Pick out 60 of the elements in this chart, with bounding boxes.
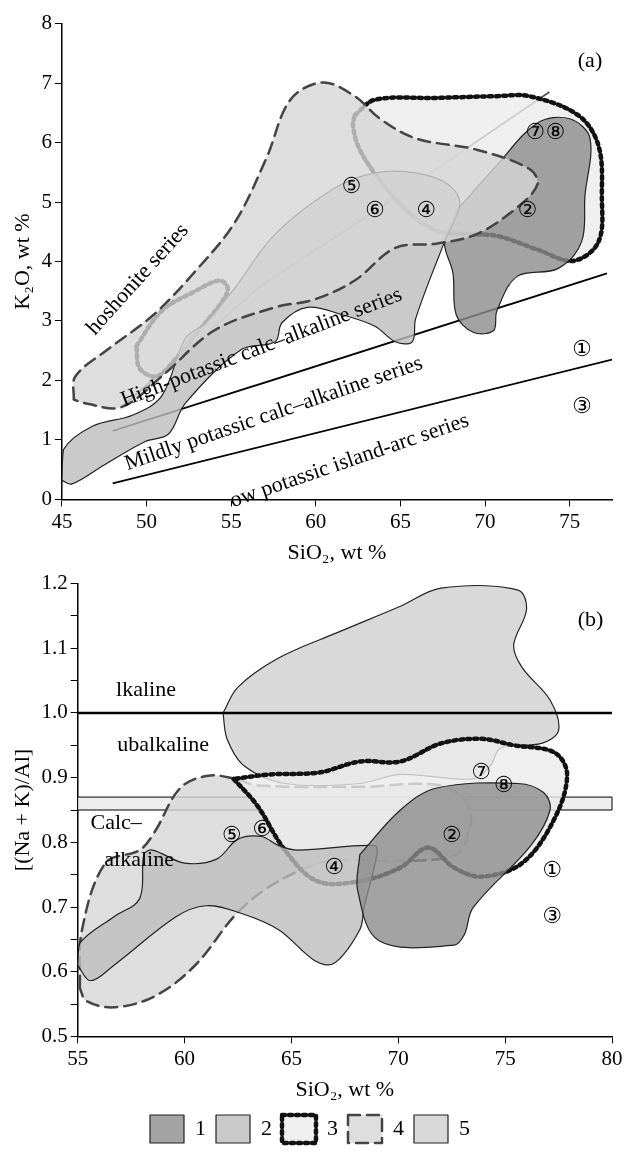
y-tick-label: 3 — [41, 307, 52, 332]
annotation: ⑦ — [525, 119, 545, 145]
x-tick-label: 65 — [280, 1045, 302, 1070]
annotation: ubalkaline — [117, 731, 209, 757]
y-tick-label: 6 — [41, 129, 52, 154]
legend-label: 5 — [459, 1114, 470, 1140]
legend-label: 3 — [327, 1114, 338, 1140]
annotation: ① — [571, 336, 592, 362]
y-tick-label: 0.6 — [41, 958, 68, 983]
x-tick-label: 70 — [474, 508, 496, 533]
annotation: (b) — [577, 605, 604, 631]
x-axis-title: SiO₂, wt % — [287, 538, 387, 564]
annotation: lkaline — [116, 676, 176, 702]
x-tick-label: 75 — [559, 508, 581, 533]
x-axis-title: SiO₂, wt % — [295, 1075, 395, 1101]
x-tick-label: 65 — [389, 508, 411, 533]
annotation: ⑧ — [493, 771, 514, 797]
annotation: ④ — [416, 196, 436, 222]
annotation: ⑤ — [341, 172, 362, 198]
x-tick-label: 80 — [601, 1045, 623, 1070]
y-tick-label: 0.9 — [41, 764, 68, 789]
y-tick-label: 0.5 — [41, 1022, 68, 1047]
y-tick-label: 4 — [41, 248, 53, 273]
annotation: ⑥ — [365, 196, 385, 222]
y-tick-label: 0 — [41, 485, 52, 510]
y-axis-title: [(Na + K)/Al] — [8, 748, 34, 872]
annotation: ① — [542, 857, 563, 883]
x-tick-label: 75 — [494, 1045, 516, 1070]
y-tick-label: 5 — [41, 188, 52, 213]
y-tick-label: 1.0 — [41, 699, 68, 724]
x-tick-label: 60 — [174, 1045, 196, 1070]
x-tick-label: 50 — [136, 508, 158, 533]
y-tick-label: 2 — [41, 366, 52, 391]
annotation: Calc– — [90, 808, 143, 834]
x-tick-label: 70 — [387, 1045, 409, 1070]
y-axis-title: K₂O, wt % — [8, 213, 34, 310]
y-tick-label: 1.2 — [41, 570, 68, 595]
annotation: ⑧ — [545, 119, 566, 145]
annotation: ② — [441, 821, 462, 847]
y-tick-label: 7 — [41, 69, 52, 94]
x-tick-label: 60 — [305, 508, 327, 533]
y-tick-label: 1.1 — [41, 634, 68, 659]
annotation: ⑥ — [252, 816, 272, 842]
annotation: ③ — [542, 902, 563, 928]
annotation: ④ — [324, 854, 345, 880]
annotation: ② — [517, 196, 538, 222]
y-tick-label: 8 — [41, 10, 52, 35]
y-tick-label: 0.7 — [41, 893, 68, 918]
y-tick-label: 1 — [41, 426, 52, 451]
annotation: ⑦ — [471, 759, 491, 785]
annotation: (a) — [577, 47, 603, 73]
x-tick-label: 45 — [51, 508, 73, 533]
x-tick-label: 55 — [67, 1045, 89, 1070]
x-tick-label: 55 — [220, 508, 242, 533]
legend-label: 2 — [261, 1114, 272, 1140]
legend-label: 1 — [195, 1114, 206, 1140]
legend-label: 4 — [393, 1114, 404, 1140]
annotation: ③ — [571, 392, 592, 418]
y-tick-label: 0.8 — [41, 828, 68, 853]
annotation: ⑤ — [221, 821, 242, 847]
